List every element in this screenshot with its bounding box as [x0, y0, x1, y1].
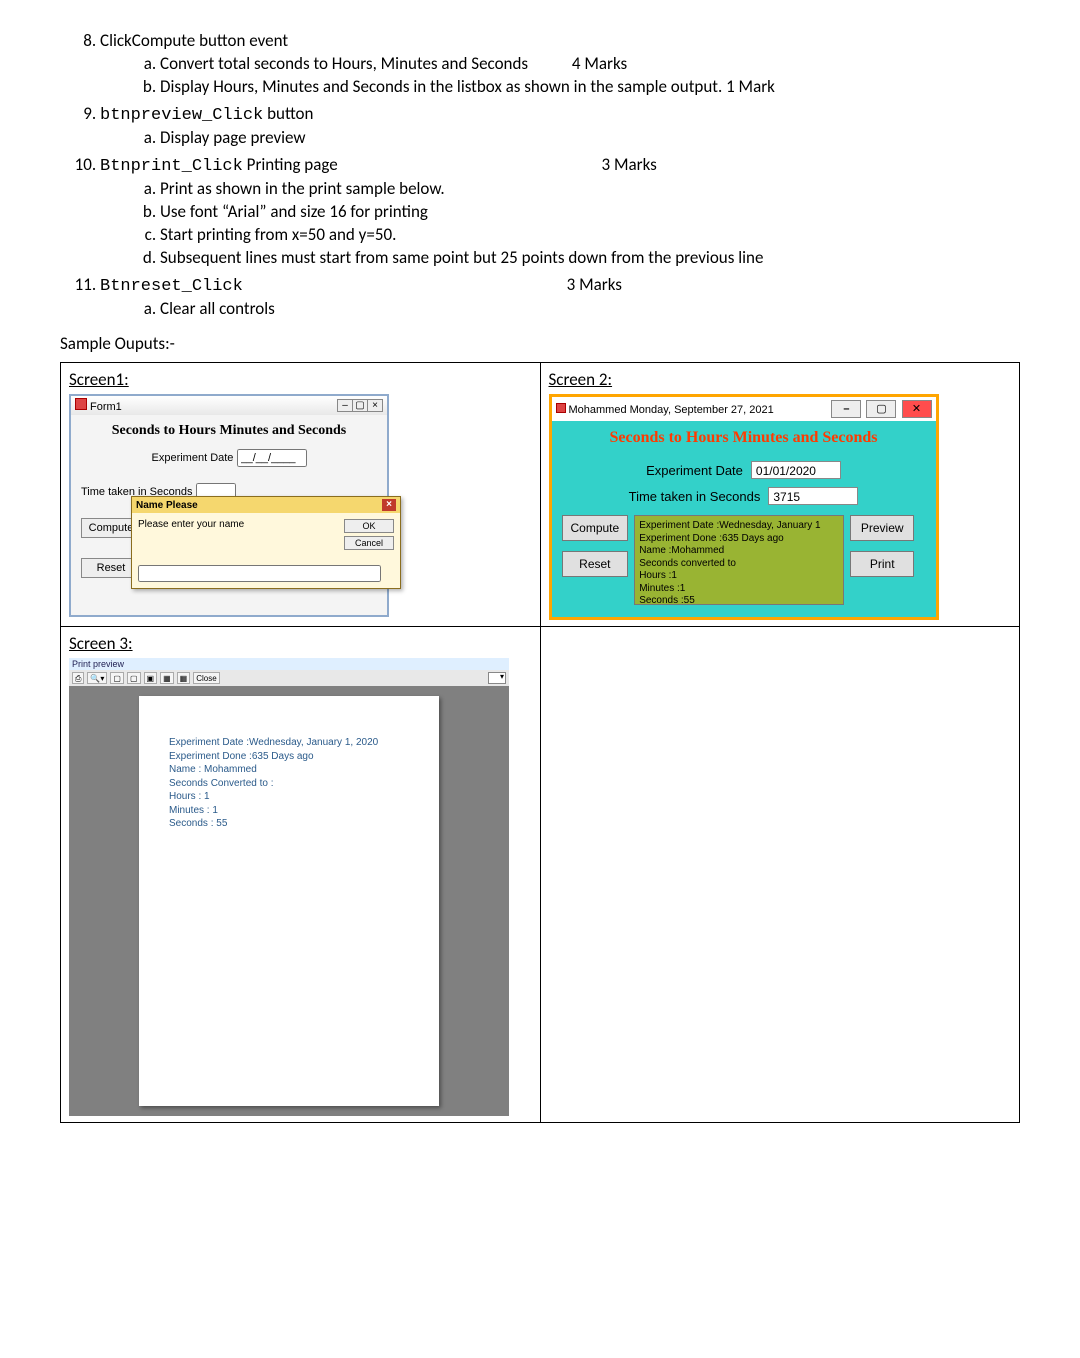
- seconds-label: Time taken in Seconds: [629, 489, 761, 504]
- print-preview-title: Print preview: [69, 658, 509, 670]
- print-line: Experiment Date :Wednesday, January 1, 2…: [169, 736, 419, 750]
- results-listbox[interactable]: Experiment Date :Wednesday, January 1 Ex…: [634, 515, 844, 605]
- item-9: btnpreview_Click button Display page pre…: [100, 103, 1020, 148]
- dialog-close-button[interactable]: ×: [382, 499, 396, 511]
- print-line: Name : Mohammed: [169, 763, 419, 777]
- form1-heading: Seconds to Hours Minutes and Seconds: [81, 423, 377, 439]
- item-10-code: Btnprint_Click: [100, 157, 243, 176]
- page-dropdown[interactable]: [488, 672, 506, 684]
- list-item: Seconds converted to: [639, 558, 839, 571]
- form1-titlebar: Form1 –▢×: [71, 396, 387, 415]
- item-11: Btnreset_Click 3 Marks Clear all control…: [100, 274, 1020, 319]
- preview-page: Experiment Date :Wednesday, January 1, 2…: [139, 696, 439, 1106]
- date-input[interactable]: 01/01/2020: [751, 461, 841, 479]
- list-item: Minutes :1: [639, 583, 839, 596]
- screen3-label: Screen 3:: [69, 633, 532, 654]
- form-icon: [75, 398, 87, 410]
- item-11-code: Btnreset_Click: [100, 277, 243, 296]
- print-line: Seconds Converted to :: [169, 777, 419, 791]
- item-9a: Display page preview: [160, 127, 1020, 148]
- dialog-text-input[interactable]: [138, 565, 381, 582]
- form-icon: [556, 403, 566, 413]
- form2-window: Mohammed Monday, September 27, 2021 Seco…: [549, 394, 939, 620]
- date-input[interactable]: [237, 449, 307, 467]
- cell-screen2: Screen 2: Mohammed Monday, September 27,…: [540, 363, 1020, 627]
- toolbar-close-button[interactable]: Close: [193, 672, 219, 684]
- print-line: Experiment Done :635 Days ago: [169, 750, 419, 764]
- screen2-label: Screen 2:: [549, 369, 1012, 390]
- dialog-title: Name Please: [136, 500, 198, 511]
- date-label: Experiment Date: [152, 452, 234, 464]
- layout-3-icon[interactable]: ▣: [144, 672, 158, 684]
- item-8b: Display Hours, Minutes and Seconds in th…: [160, 76, 1020, 97]
- layout-5-icon[interactable]: ▦: [177, 672, 191, 684]
- print-line: Seconds : 55: [169, 817, 419, 831]
- list-item: Experiment Done :635 Days ago: [639, 533, 839, 546]
- print-preview-window: Print preview ⎙ 🔍▾ ▢ ▢ ▣ ▦ ▦ Close Exper…: [69, 658, 509, 1116]
- minimize-button[interactable]: –: [337, 399, 353, 412]
- item-9-code: btnpreview_Click: [100, 106, 263, 125]
- form2-title: Mohammed Monday, September 27, 2021: [569, 404, 774, 416]
- print-line: Minutes : 1: [169, 804, 419, 818]
- list-item: Experiment Date :Wednesday, January 1: [639, 520, 839, 533]
- dialog-message: Please enter your name: [138, 519, 244, 530]
- cell-screen3: Screen 3: Print preview ⎙ 🔍▾ ▢ ▢ ▣ ▦ ▦ C…: [61, 627, 541, 1123]
- list-item: Name :Mohammed: [639, 545, 839, 558]
- form1-window: Form1 –▢× Seconds to Hours Minutes and S…: [69, 394, 389, 617]
- cell-empty: [540, 627, 1020, 1123]
- input-dialog: Name Please × Please enter your name OK …: [131, 496, 401, 589]
- item-10a: Print as shown in the print sample below…: [160, 178, 1020, 199]
- print-button[interactable]: Print: [850, 551, 914, 577]
- cell-screen1: Screen1: Form1 –▢× Seconds to Hours Minu…: [61, 363, 541, 627]
- item-10b: Use font “Arial” and size 16 for printin…: [160, 201, 1020, 222]
- compute-button[interactable]: Compute: [562, 515, 629, 541]
- print-preview-toolbar: ⎙ 🔍▾ ▢ ▢ ▣ ▦ ▦ Close: [69, 670, 509, 686]
- screen1-label: Screen1:: [69, 369, 532, 390]
- item-8: ClickCompute button event Convert total …: [100, 30, 1020, 97]
- layout-2-icon[interactable]: ▢: [127, 672, 141, 684]
- instructions-list: ClickCompute button event Convert total …: [60, 30, 1020, 319]
- item-10: Btnprint_Click Printing page 3 Marks Pri…: [100, 154, 1020, 268]
- item-11-marks: 3 Marks: [567, 274, 622, 295]
- print-icon[interactable]: ⎙: [72, 672, 84, 684]
- minimize-button[interactable]: [831, 400, 861, 418]
- layout-4-icon[interactable]: ▦: [160, 672, 174, 684]
- zoom-icon[interactable]: 🔍▾: [87, 672, 107, 684]
- close-button[interactable]: ×: [367, 399, 383, 412]
- item-10d: Subsequent lines must start from same po…: [160, 247, 1020, 268]
- maximize-button[interactable]: ▢: [352, 399, 368, 412]
- sample-outputs-heading: Sample Ouputs:-: [60, 333, 1020, 354]
- item-8a-marks: 4 Marks: [572, 53, 627, 74]
- list-item: Hours :1: [639, 570, 839, 583]
- list-item: Seconds :55: [639, 595, 839, 608]
- date-label: Experiment Date: [646, 463, 743, 478]
- item-11a: Clear all controls: [160, 298, 1020, 319]
- reset-button[interactable]: Reset: [562, 551, 629, 577]
- dialog-ok-button[interactable]: OK: [344, 519, 394, 533]
- screens-table: Screen1: Form1 –▢× Seconds to Hours Minu…: [60, 362, 1020, 1123]
- item-10c: Start printing from x=50 and y=50.: [160, 224, 1020, 245]
- print-preview-canvas: Experiment Date :Wednesday, January 1, 2…: [69, 686, 509, 1116]
- item-8a: Convert total seconds to Hours, Minutes …: [160, 53, 1020, 74]
- form2-heading: Seconds to Hours Minutes and Seconds: [562, 429, 926, 447]
- maximize-button[interactable]: [866, 400, 896, 418]
- item-8-title: ClickCompute button event: [100, 30, 288, 51]
- item-10-marks: 3 Marks: [602, 154, 657, 175]
- seconds-input[interactable]: 3715: [768, 487, 858, 505]
- dialog-cancel-button[interactable]: Cancel: [344, 536, 394, 550]
- form1-title: Form1: [90, 401, 122, 413]
- print-line: Hours : 1: [169, 790, 419, 804]
- close-button[interactable]: [902, 400, 932, 418]
- layout-1-icon[interactable]: ▢: [110, 672, 124, 684]
- form2-titlebar: Mohammed Monday, September 27, 2021: [552, 397, 936, 421]
- preview-button[interactable]: Preview: [850, 515, 914, 541]
